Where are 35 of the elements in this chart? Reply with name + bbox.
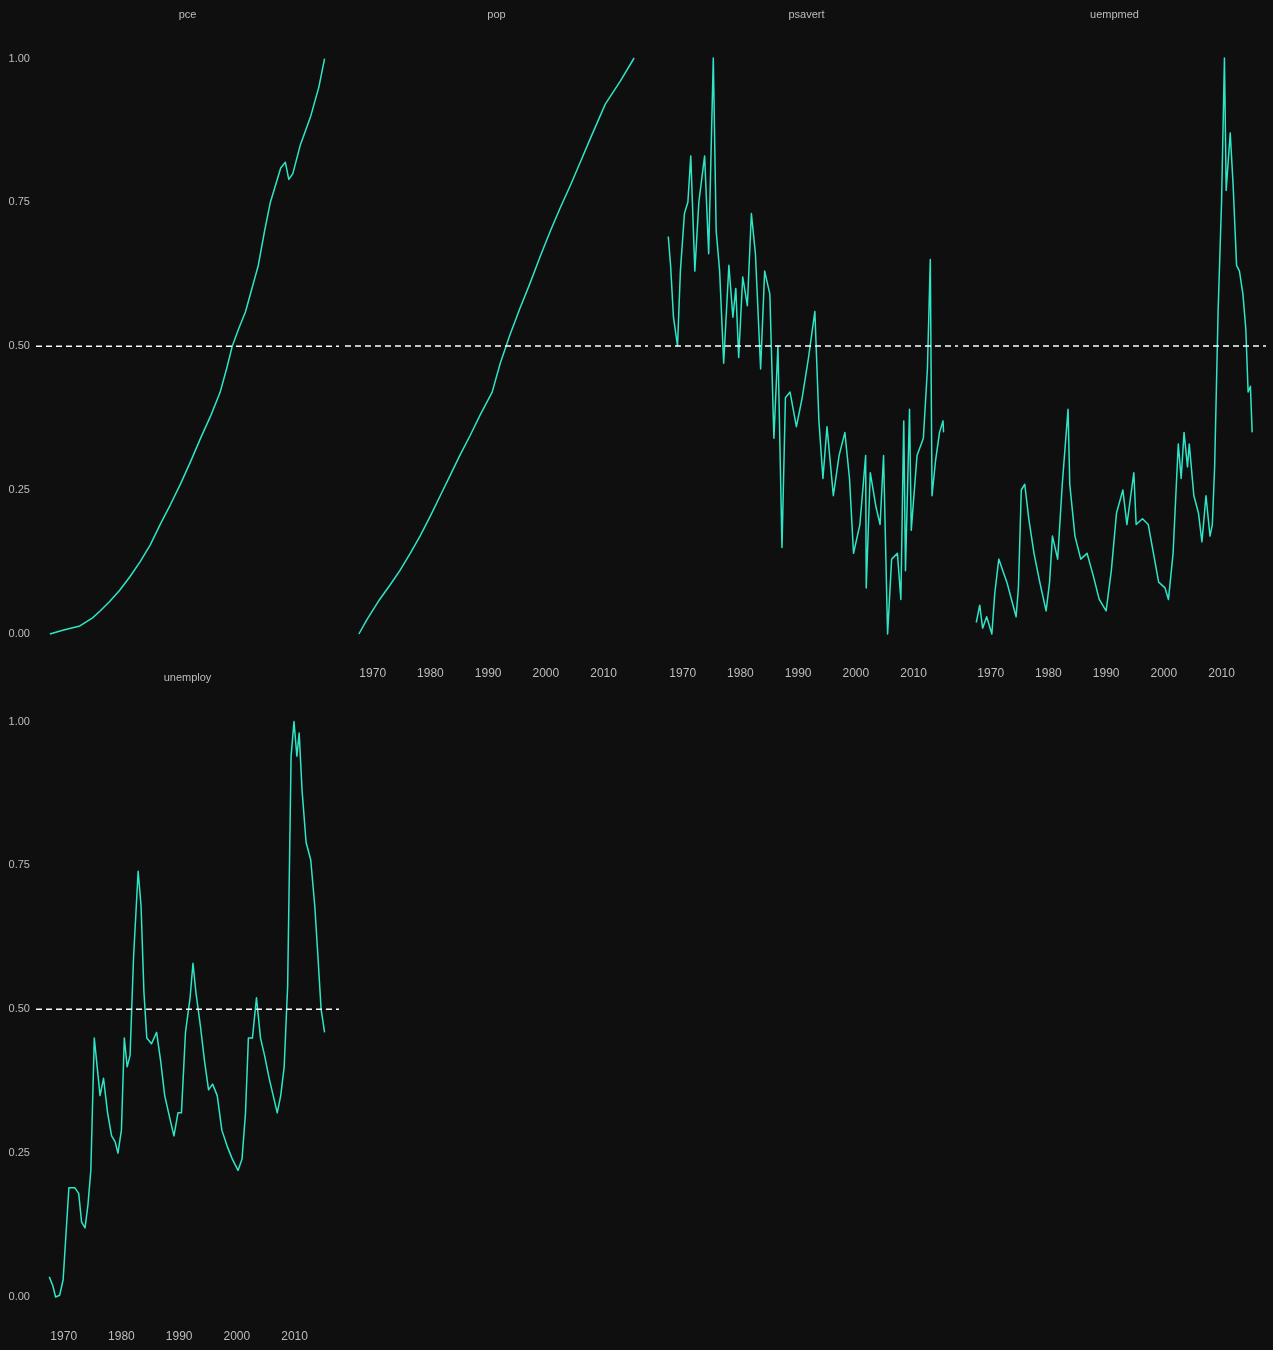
chart-title: psavert: [787, 7, 826, 21]
y-tick-label: 1.00: [8, 714, 30, 727]
y-tick-label: 0.00: [8, 1290, 30, 1303]
y-tick-label: 1.00: [8, 51, 30, 64]
y-tick-label: 0.25: [8, 1146, 30, 1159]
x-tick-label: 1990: [474, 665, 502, 680]
x-tick-label: 2010: [1208, 665, 1236, 680]
x-tick-label: 2000: [1150, 665, 1178, 680]
y-tick-label: 0.50: [8, 339, 30, 352]
chart-title: uempmed: [1089, 7, 1140, 21]
chart-title: unemploy: [162, 670, 213, 684]
x-tick-label: 1970: [50, 1328, 78, 1343]
x-tick-label: 1990: [165, 1328, 193, 1343]
y-tick-label: 0.75: [8, 858, 30, 871]
x-tick-label: 2010: [590, 665, 618, 680]
x-tick-label: 1980: [1035, 665, 1063, 680]
chart-title: pop: [486, 7, 507, 21]
x-tick-label: 1970: [977, 665, 1005, 680]
x-tick-label: 2010: [900, 665, 928, 680]
y-tick-label: 0.75: [8, 195, 30, 208]
y-tick-label: 0.00: [8, 627, 30, 640]
x-tick-label: 2000: [532, 665, 560, 680]
x-tick-label: 1980: [108, 1328, 136, 1343]
x-tick-label: 1970: [359, 665, 387, 680]
y-tick-label: 0.50: [8, 1002, 30, 1015]
x-tick-label: 2000: [842, 665, 870, 680]
x-tick-label: 1980: [417, 665, 445, 680]
x-tick-label: 1970: [669, 665, 697, 680]
x-tick-label: 1980: [727, 665, 755, 680]
chart-title: pce: [177, 7, 198, 21]
x-tick-label: 2000: [223, 1328, 251, 1343]
x-tick-label: 1990: [1092, 665, 1120, 680]
x-tick-label: 2010: [281, 1328, 309, 1343]
x-tick-label: 1990: [784, 665, 812, 680]
y-tick-label: 0.25: [8, 483, 30, 496]
